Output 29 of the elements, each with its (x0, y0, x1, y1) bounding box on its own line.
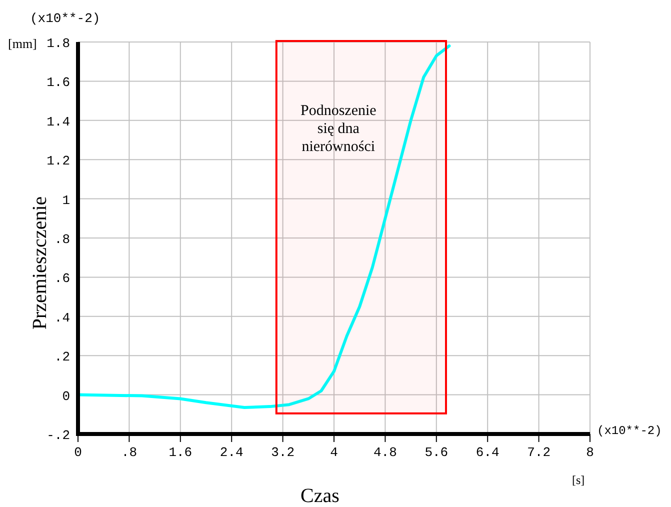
y-axis-title: Przemieszczenie (29, 196, 51, 330)
x-tick-label: 4 (330, 445, 338, 460)
x-tick-label: 0 (74, 445, 82, 460)
y-tick-label: 1 (62, 192, 70, 208)
y-tick-label: -.2 (46, 428, 70, 443)
band-label: Podnoszenie się dna nierówności (300, 103, 377, 155)
y-tick-label: 1.4 (46, 114, 70, 130)
x-tick-label: 7.2 (527, 445, 551, 460)
y-tick-label: 1.8 (46, 36, 70, 51)
y-tick-label: .8 (54, 232, 70, 247)
text: [mm] (8, 36, 37, 51)
x-tick-label: 5.6 (424, 445, 448, 460)
x-tick-label: 3.2 (271, 445, 295, 460)
y-tick-label: .2 (54, 350, 70, 365)
x-tick-label: 1.6 (168, 445, 192, 460)
text: [s] (572, 473, 585, 487)
x-tick-label: .8 (121, 445, 138, 460)
x-tick-label: 4.8 (373, 445, 397, 460)
text: (x10**-2) (597, 424, 662, 438)
x-tick-label: 8 (586, 445, 594, 460)
y-tick-label: 1.2 (46, 154, 70, 169)
y-tick-label: .4 (54, 310, 70, 326)
x-tick-label: 6.4 (476, 445, 500, 460)
text: (x10**-2) (30, 11, 100, 26)
y-tick-label: 1.6 (46, 75, 70, 90)
x-axis-title: Czas (300, 485, 340, 507)
y-tick-label: .6 (54, 271, 70, 286)
x-tick-label: 2.4 (220, 445, 244, 460)
y-tick-label: 0 (62, 388, 70, 404)
